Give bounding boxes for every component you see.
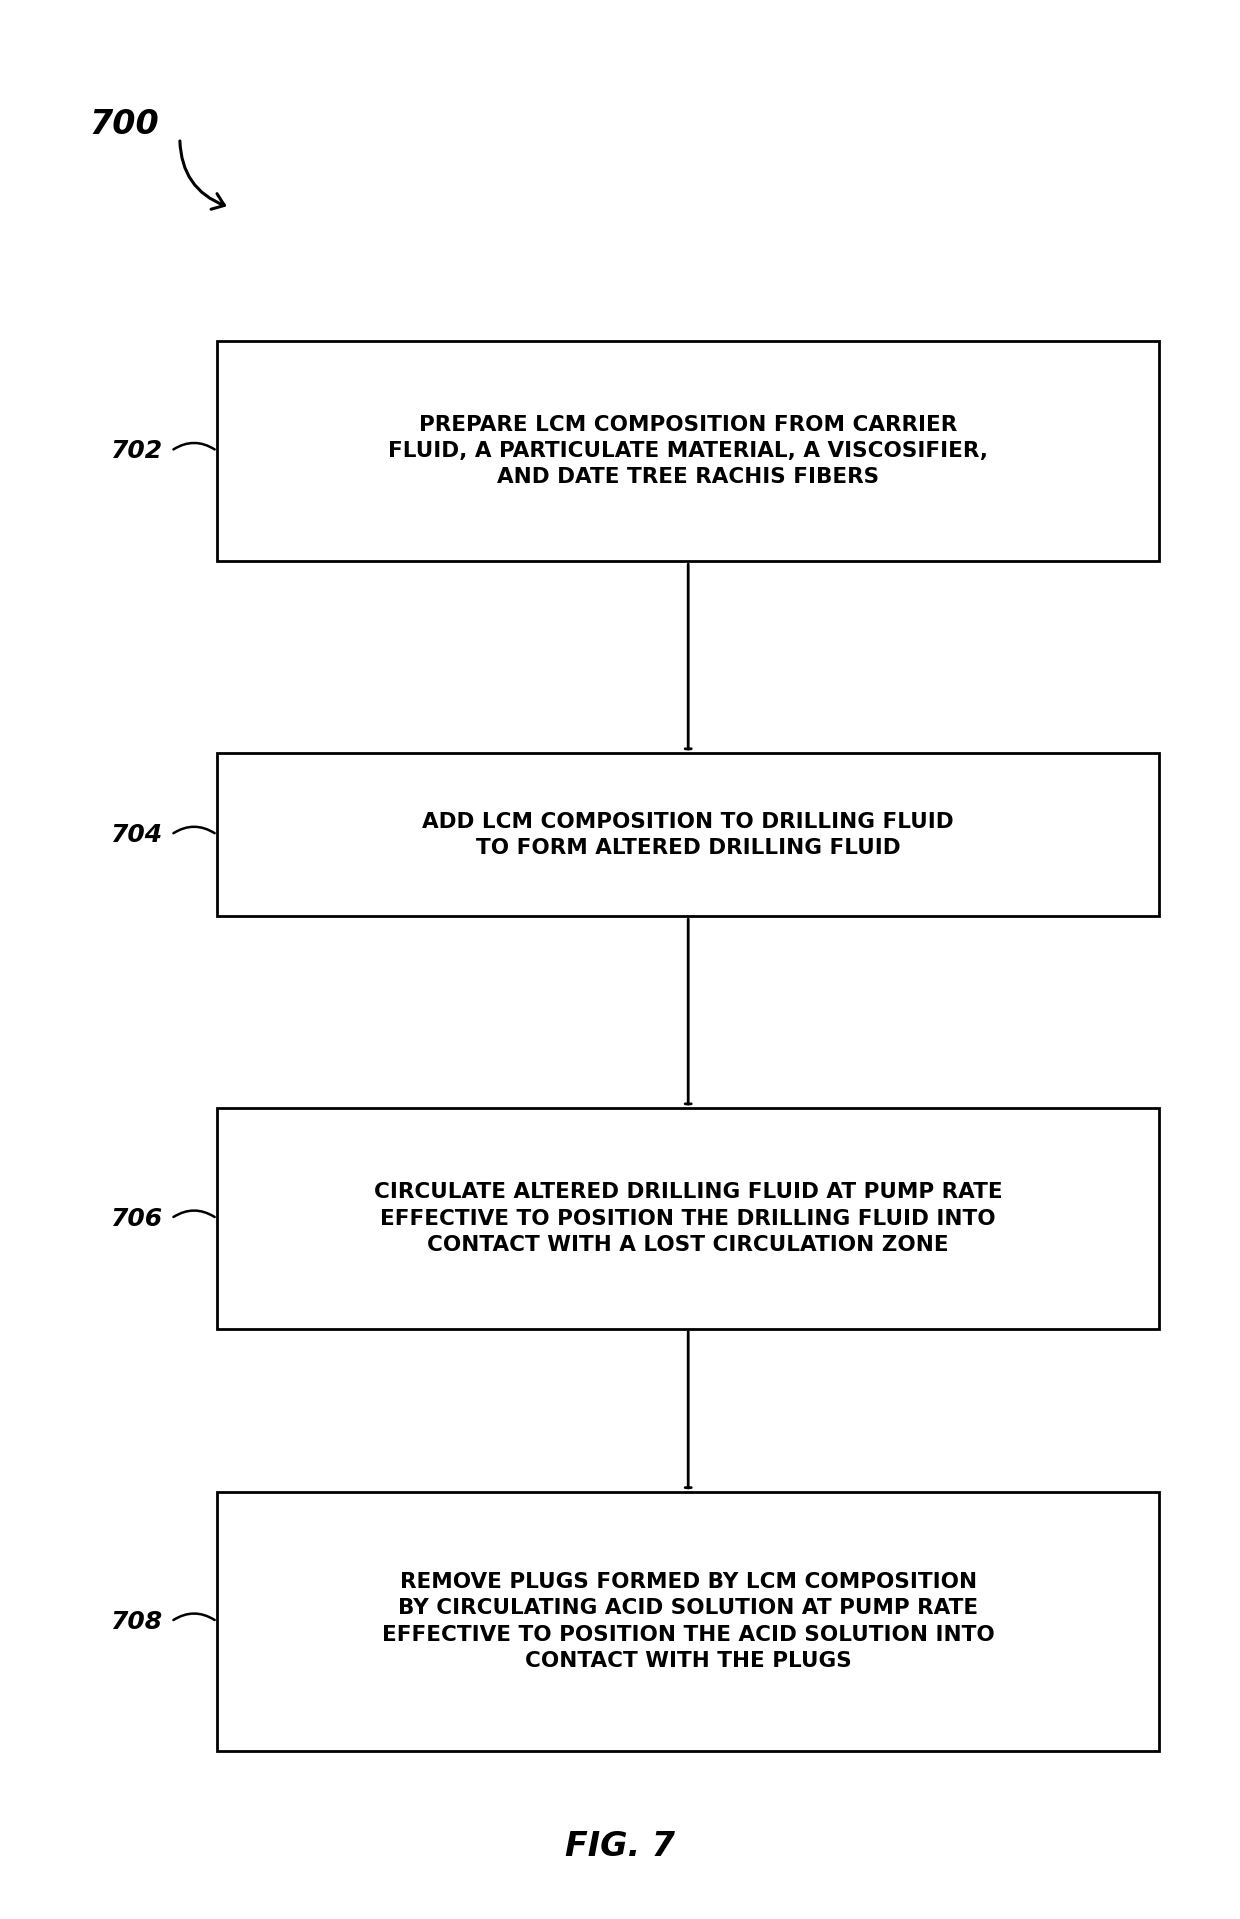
Text: 706: 706 [110,1207,162,1230]
Text: 702: 702 [110,439,162,462]
Text: FIG. 7: FIG. 7 [565,1829,675,1863]
FancyArrowPatch shape [180,140,224,209]
Text: PREPARE LCM COMPOSITION FROM CARRIER
FLUID, A PARTICULATE MATERIAL, A VISCOSIFIE: PREPARE LCM COMPOSITION FROM CARRIER FLU… [388,415,988,487]
FancyArrowPatch shape [174,1211,215,1217]
FancyArrowPatch shape [174,1614,215,1620]
FancyBboxPatch shape [217,340,1159,560]
FancyArrowPatch shape [174,827,215,833]
Text: CIRCULATE ALTERED DRILLING FLUID AT PUMP RATE
EFFECTIVE TO POSITION THE DRILLING: CIRCULATE ALTERED DRILLING FLUID AT PUMP… [374,1182,1002,1255]
Text: 704: 704 [110,823,162,846]
FancyBboxPatch shape [217,754,1159,917]
Text: 708: 708 [110,1610,162,1633]
FancyBboxPatch shape [217,1109,1159,1328]
Text: REMOVE PLUGS FORMED BY LCM COMPOSITION
BY CIRCULATING ACID SOLUTION AT PUMP RATE: REMOVE PLUGS FORMED BY LCM COMPOSITION B… [382,1572,994,1671]
FancyArrowPatch shape [174,443,215,449]
Text: 700: 700 [89,107,159,142]
Text: ADD LCM COMPOSITION TO DRILLING FLUID
TO FORM ALTERED DRILLING FLUID: ADD LCM COMPOSITION TO DRILLING FLUID TO… [423,812,954,858]
FancyBboxPatch shape [217,1493,1159,1750]
